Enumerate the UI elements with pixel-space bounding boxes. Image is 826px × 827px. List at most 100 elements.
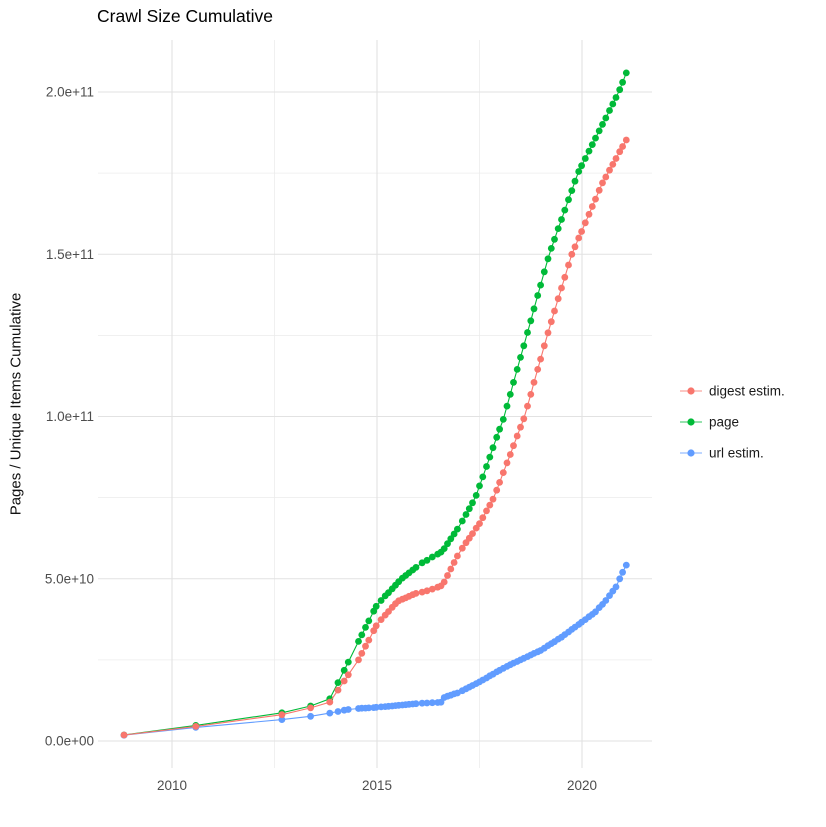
data-point — [530, 379, 538, 386]
data-point — [622, 561, 630, 569]
y-axis-labels: 0.0e+00 5.0e+10 1.0e+11 1.5e+11 2.0e+11 — [45, 85, 94, 749]
x-tick-label: 2020 — [567, 778, 597, 793]
data-point — [372, 622, 380, 630]
data-point — [440, 545, 448, 552]
data-point — [551, 307, 558, 315]
data-point — [355, 638, 362, 645]
data-point — [493, 433, 501, 441]
data-point — [503, 459, 511, 467]
data-point — [326, 698, 334, 706]
data-point — [558, 284, 565, 292]
data-point — [581, 219, 589, 227]
data-point — [578, 162, 585, 170]
data-point — [334, 686, 342, 694]
data-point — [377, 597, 385, 604]
data-point — [520, 342, 528, 350]
data-point — [444, 572, 451, 579]
data-point — [575, 234, 583, 242]
data-point — [581, 155, 589, 162]
data-point — [606, 107, 613, 114]
data-point — [554, 225, 562, 233]
data-point — [612, 583, 620, 591]
data-point — [450, 530, 458, 538]
data-point — [554, 295, 562, 303]
data-point — [510, 442, 517, 450]
data-point — [571, 243, 579, 251]
data-point — [585, 210, 593, 218]
data-point — [606, 166, 613, 174]
data-point — [412, 700, 420, 708]
data-point — [344, 671, 352, 679]
data-point — [479, 514, 487, 522]
data-point — [428, 585, 436, 593]
x-tick-label: 2010 — [157, 778, 187, 793]
data-point — [372, 602, 380, 610]
data-point — [412, 590, 420, 597]
data-point — [585, 147, 593, 155]
series-page — [120, 69, 630, 739]
y-tick-label: 1.5e+11 — [46, 247, 94, 262]
data-point — [362, 624, 369, 631]
x-axis-labels: 2010 2015 2020 — [157, 778, 597, 793]
data-point — [120, 731, 128, 739]
gridlines-minor — [98, 40, 652, 768]
series-url-estim — [120, 561, 630, 739]
data-point — [565, 196, 572, 204]
data-point — [454, 552, 461, 560]
data-point — [592, 134, 599, 142]
data-point — [537, 355, 544, 363]
data-point — [344, 706, 352, 713]
data-point — [454, 525, 461, 533]
data-point — [358, 631, 366, 639]
legend-label: page — [709, 415, 739, 430]
y-tick-label: 1.0e+11 — [46, 409, 94, 424]
data-point — [365, 636, 373, 644]
data-point — [592, 195, 599, 203]
y-tick-label: 0.0e+00 — [45, 734, 94, 749]
data-point — [486, 501, 494, 509]
data-point — [447, 535, 455, 543]
data-point — [595, 186, 603, 194]
data-point — [599, 121, 606, 128]
chart-title: Crawl Size Cumulative — [97, 6, 274, 26]
data-point — [483, 463, 490, 470]
data-point — [527, 391, 535, 398]
data-point — [544, 255, 552, 263]
legend-item-url-estim: url estim. — [680, 446, 764, 461]
data-point — [458, 544, 466, 552]
data-point — [486, 453, 494, 461]
data-point — [503, 402, 511, 410]
data-point — [469, 499, 476, 507]
data-point — [462, 511, 470, 518]
series-line-page — [123, 72, 627, 736]
legend-label: digest estim. — [709, 384, 785, 399]
data-point — [565, 261, 572, 269]
data-point — [192, 723, 200, 730]
data-point — [578, 228, 585, 235]
data-point — [362, 642, 369, 650]
data-point — [483, 507, 490, 515]
data-point — [340, 666, 348, 674]
x-tick-label: 2015 — [362, 778, 392, 793]
data-point — [340, 677, 348, 685]
data-point — [544, 329, 552, 337]
data-point — [472, 492, 480, 499]
data-point — [440, 578, 448, 586]
y-tick-label: 2.0e+11 — [46, 85, 94, 100]
data-point — [616, 86, 624, 94]
data-point — [602, 173, 610, 181]
data-point — [344, 658, 352, 666]
data-point — [423, 587, 431, 595]
data-point — [534, 366, 542, 373]
data-point — [609, 161, 617, 168]
data-point — [517, 423, 524, 431]
data-point — [612, 155, 620, 162]
data-point — [510, 379, 517, 386]
data-point — [540, 268, 548, 276]
data-point — [447, 565, 455, 573]
legend-item-page: page — [680, 415, 739, 430]
legend-key-point — [687, 387, 695, 395]
data-point — [568, 187, 576, 195]
data-point — [619, 78, 626, 86]
